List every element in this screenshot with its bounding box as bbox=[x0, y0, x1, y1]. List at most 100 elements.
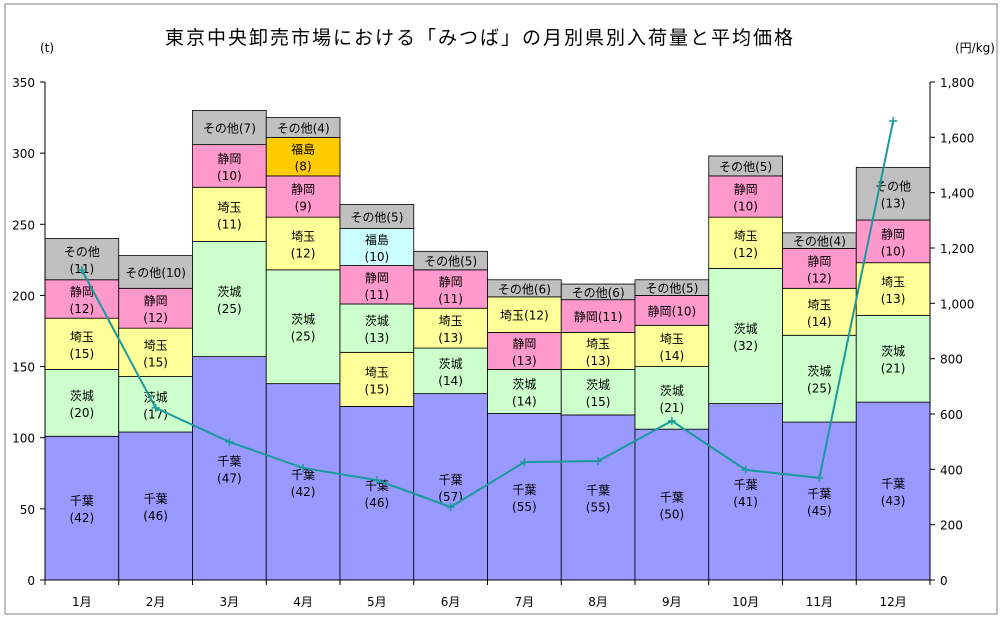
segment-label-name: その他 bbox=[125, 266, 161, 280]
segment-label-name: その他 bbox=[793, 235, 829, 249]
bar-segment bbox=[44, 317, 120, 370]
x-tick-label: 10月 bbox=[732, 595, 759, 609]
segment-label-pct: (25) bbox=[807, 382, 832, 396]
segment-label: その他(6) bbox=[498, 282, 551, 296]
segment-label-pct: (21) bbox=[881, 362, 906, 376]
bar-segment bbox=[413, 393, 488, 581]
bar-segment bbox=[339, 303, 415, 353]
bar-segment bbox=[708, 216, 783, 269]
price-line bbox=[80, 120, 895, 509]
segment-label-pct: (11) bbox=[438, 292, 463, 306]
segment-label-pct: (11) bbox=[217, 217, 242, 231]
segment-label-pct: (55) bbox=[512, 500, 537, 514]
segment-label: 静岡(10) bbox=[648, 304, 697, 318]
segment-label-pct: (47) bbox=[217, 471, 242, 485]
segment-label-name: 静岡 bbox=[291, 183, 315, 197]
y-tick-label: 0 bbox=[27, 574, 35, 588]
segment-label-pct: (45) bbox=[807, 504, 832, 518]
segment-label-pct: (9) bbox=[295, 200, 312, 214]
segment-label-pct: (21) bbox=[660, 401, 685, 415]
bar-segment bbox=[413, 250, 488, 271]
segment-label-name: 千葉 bbox=[291, 468, 315, 482]
y2-tick-label: 600 bbox=[940, 408, 963, 422]
segment-label-name: 静岡 bbox=[881, 227, 905, 241]
segment-label-pct: (13) bbox=[512, 354, 537, 368]
segment-label-name: 茨城 bbox=[217, 285, 241, 299]
segment-label-pct: (11) bbox=[598, 310, 623, 324]
bar-segment bbox=[265, 175, 341, 218]
y2-tick-label: 1,400 bbox=[940, 187, 974, 201]
segment-label-name: 福島 bbox=[365, 232, 389, 247]
segment-label: その他(7) bbox=[203, 122, 256, 136]
segment-label-pct: (55) bbox=[586, 500, 611, 514]
x-tick-label: 7月 bbox=[515, 595, 535, 609]
bar-segment bbox=[560, 299, 636, 333]
y2-tick-label: 0 bbox=[940, 574, 948, 588]
segment-label: その他(10) bbox=[125, 266, 186, 280]
segment-label-name: その他 bbox=[424, 255, 460, 269]
segment-label-pct: (10) bbox=[733, 200, 758, 214]
price-point bbox=[372, 476, 381, 485]
segment-label-pct: (8) bbox=[295, 160, 312, 174]
segment-label-name: 茨城 bbox=[439, 357, 463, 371]
segment-label-name: 静岡 bbox=[512, 337, 536, 351]
segment-label-pct: (10) bbox=[881, 244, 906, 258]
segment-label-name: 茨城 bbox=[734, 322, 758, 336]
x-tick-label: 2月 bbox=[146, 595, 166, 609]
bar-segment bbox=[265, 383, 341, 581]
segment-label-name: 埼玉 bbox=[144, 338, 168, 352]
segment-label-name: その他 bbox=[645, 282, 681, 296]
x-tick-label: 6月 bbox=[441, 595, 461, 609]
segment-label-name: 埼玉 bbox=[291, 229, 315, 243]
segment-label-name: 静岡 bbox=[365, 271, 389, 285]
bar-segment bbox=[265, 216, 341, 271]
segment-label-pct: (5) bbox=[755, 160, 772, 174]
segment-label-name: 茨城 bbox=[365, 314, 389, 328]
segment-label-name: 埼玉 bbox=[734, 229, 758, 243]
segment-label-pct: (12) bbox=[807, 271, 832, 285]
segment-label-pct: (10) bbox=[161, 266, 186, 280]
bar-segment bbox=[265, 269, 341, 385]
segment-label-pct: (50) bbox=[660, 508, 685, 522]
price-point bbox=[520, 458, 529, 467]
bar-segment bbox=[339, 203, 415, 229]
y-tick-label: 100 bbox=[12, 432, 35, 446]
price-point bbox=[446, 502, 455, 511]
bar-segment bbox=[487, 296, 562, 333]
x-tick-label: 4月 bbox=[293, 595, 313, 609]
bar-segment bbox=[708, 175, 783, 218]
segment-label-name: 静岡 bbox=[144, 294, 168, 308]
segment-label-name: その他 bbox=[719, 160, 755, 174]
bar-segment bbox=[855, 166, 931, 221]
bar-segment bbox=[855, 401, 931, 581]
segment-label-pct: (4) bbox=[313, 122, 330, 136]
bar-segment bbox=[634, 295, 710, 326]
y-tick-label: 250 bbox=[12, 218, 35, 232]
price-point bbox=[889, 117, 898, 126]
y2-tick-label: 200 bbox=[940, 519, 963, 533]
segment-label-name: その他 bbox=[875, 180, 911, 194]
segment-label-pct: (13) bbox=[881, 292, 906, 306]
segment-label-pct: (20) bbox=[70, 406, 95, 420]
segment-label-name: 埼玉 bbox=[365, 365, 389, 379]
bar-segment bbox=[855, 314, 931, 403]
segment-label: 静岡(11) bbox=[574, 310, 623, 324]
segment-label-pct: (10) bbox=[672, 304, 697, 318]
segment-label-pct: (10) bbox=[365, 250, 390, 264]
x-tick-label: 11月 bbox=[806, 595, 833, 609]
bar-segment bbox=[265, 137, 341, 177]
segment-label-pct: (13) bbox=[586, 354, 611, 368]
segment-label-name: 茨城 bbox=[144, 390, 168, 404]
segment-label-name: 静岡 bbox=[217, 152, 241, 166]
segment-label-pct: (41) bbox=[733, 495, 758, 509]
segment-label-name: 茨城 bbox=[660, 384, 684, 398]
segment-label-name: その他 bbox=[350, 210, 386, 224]
segment-label-name: 千葉 bbox=[512, 483, 536, 497]
price-point bbox=[667, 416, 676, 425]
segment-label-name: 千葉 bbox=[734, 478, 758, 492]
segment-label: その他(5) bbox=[645, 282, 698, 296]
price-point bbox=[594, 457, 603, 466]
segment-label-pct: (14) bbox=[807, 315, 832, 329]
bar-segment bbox=[192, 356, 267, 581]
